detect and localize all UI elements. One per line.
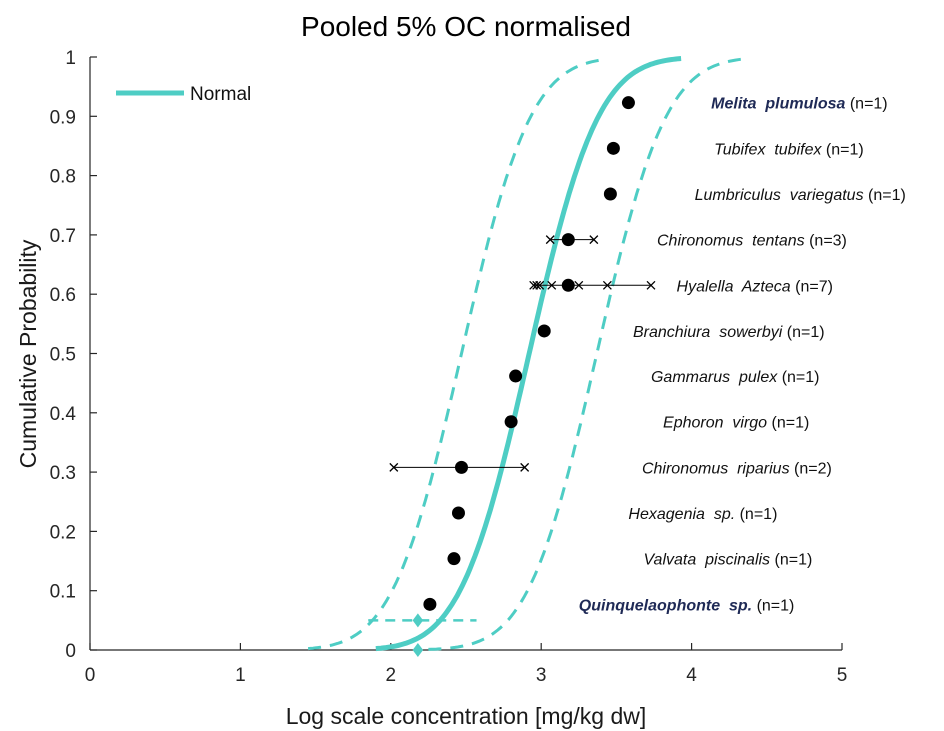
y-axis-label: Cumulative Probability (15, 239, 41, 468)
species-label: Chironomus tentans (n=3) (657, 233, 847, 250)
y-tick-label: 0.4 (50, 404, 77, 425)
species-point (603, 187, 617, 201)
lower-confidence-curve (307, 58, 602, 651)
species-label: Branchiura sowerbyi (n=1) (633, 324, 825, 341)
species-label: Tubifex tubifex (n=1) (714, 141, 864, 158)
y-tick-label: 1 (65, 48, 76, 69)
x-tick-label: 0 (85, 665, 96, 686)
y-tick-label: 0.6 (50, 285, 76, 306)
x-tick-label: 2 (386, 665, 397, 686)
x-tick-label: 4 (686, 665, 697, 686)
legend: Normal (116, 84, 251, 105)
x-tick-label: 3 (536, 665, 547, 686)
normal-fit-curve (375, 56, 682, 652)
species-test-mark (646, 280, 656, 290)
species-point (561, 233, 575, 247)
species-test-mark (547, 280, 557, 290)
y-tick-label: 0.8 (50, 167, 76, 188)
species-test-mark (574, 280, 584, 290)
y-tick-label: 0.3 (50, 463, 76, 484)
x-tick-label: 1 (235, 665, 246, 686)
species-label: Hyalella Azteca (n=7) (677, 278, 833, 295)
chart-title: Pooled 5% OC normalised (301, 11, 631, 42)
species-test-mark (520, 462, 530, 472)
y-tick-label: 0.1 (50, 582, 76, 603)
upper-confidence-curve (428, 57, 749, 651)
species-point (509, 369, 523, 383)
species-label: Ephoron virgo (n=1) (663, 415, 809, 432)
species-test-mark (389, 462, 399, 472)
y-tick-label: 0 (65, 641, 76, 662)
species-test-mark (545, 235, 555, 245)
species-ranges (389, 235, 656, 472)
species-label: Chironomus riparius (n=2) (642, 460, 832, 477)
x-tick-label: 5 (837, 665, 848, 686)
x-axis-label: Log scale concentration [mg/kg dw] (286, 703, 647, 729)
y-ticks: 0 0.1 0.2 0.3 0.4 0.5 0.6 0.7 0.8 0.9 1 (50, 48, 97, 662)
species-point (447, 552, 461, 566)
y-tick-label: 0.7 (50, 226, 76, 247)
species-test-mark (602, 280, 612, 290)
species-label: Gammarus pulex (n=1) (651, 369, 820, 386)
y-tick-label: 0.5 (50, 345, 76, 366)
species-label: Valvata piscinalis (n=1) (643, 552, 812, 569)
species-label: Lumbriculus variegatus (n=1) (695, 187, 906, 204)
species-test-mark (535, 280, 545, 290)
species-labels: Quinquelaophonte sp. (n=1) Valvata piscin… (579, 96, 906, 615)
species-point (537, 324, 551, 338)
hc5-marker (368, 613, 477, 657)
species-label: Hexagenia sp. (n=1) (628, 506, 777, 523)
y-tick-label: 0.2 (50, 522, 76, 543)
species-point (454, 460, 468, 474)
species-points (423, 96, 635, 611)
species-label: Melita plumulosa (n=1) (711, 96, 888, 113)
species-point (621, 96, 635, 110)
species-test-mark (532, 280, 542, 290)
y-tick-label: 0.9 (50, 107, 76, 128)
fit-curves (307, 56, 749, 652)
species-point (606, 141, 620, 155)
species-point (561, 278, 575, 292)
legend-label-normal: Normal (190, 84, 251, 105)
hc5-point-diamond (412, 613, 424, 628)
hc5-axis-diamond (412, 643, 424, 657)
species-point (451, 506, 465, 520)
species-point (423, 597, 437, 611)
species-label: Quinquelaophonte sp. (n=1) (579, 597, 795, 614)
species-point (504, 415, 518, 429)
species-test-mark (589, 235, 599, 245)
